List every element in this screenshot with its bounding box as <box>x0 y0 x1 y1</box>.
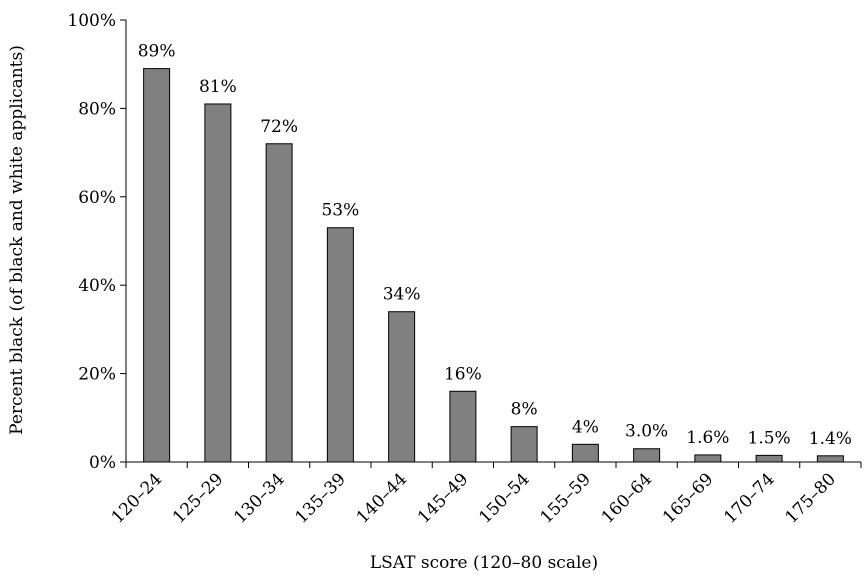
x-tick-label: 165–69 <box>659 469 717 527</box>
y-tick-label: 40% <box>78 276 116 296</box>
bar-155–59 <box>571 443 599 463</box>
y-tick-label: 0% <box>89 453 116 473</box>
x-tick-label: 155–59 <box>537 469 595 527</box>
data-label: 53% <box>321 201 359 221</box>
x-tick-label: 125–29 <box>169 469 227 527</box>
bar-150–54 <box>510 426 538 463</box>
x-tick-label: 170–74 <box>720 469 778 527</box>
data-label: 89% <box>138 42 176 62</box>
x-tick-label: 130–34 <box>230 469 288 527</box>
bar-120–24 <box>143 68 171 463</box>
x-tick-label: 145–49 <box>414 469 472 527</box>
data-label: 72% <box>260 117 298 137</box>
bar-170–74 <box>755 454 783 463</box>
x-tick-label: 175–80 <box>782 469 840 527</box>
bars <box>143 68 844 463</box>
data-label: 3.0% <box>625 422 668 442</box>
bar-135–39 <box>326 227 354 463</box>
x-tick-label: 135–39 <box>292 469 350 527</box>
x-tick-label: 120–24 <box>108 469 166 527</box>
bar-175–80 <box>816 455 844 463</box>
bar-165–69 <box>694 454 722 463</box>
x-tick-label: 160–64 <box>598 469 656 527</box>
y-tick-label: 20% <box>78 365 116 385</box>
data-label: 8% <box>511 400 538 420</box>
y-tick-label: 60% <box>78 188 116 208</box>
x-axis-title: LSAT score (120–80 scale) <box>370 553 598 573</box>
bar-125–29 <box>204 103 232 463</box>
y-axis-title: Percent black (of black and white applic… <box>7 45 27 435</box>
bar-145–49 <box>449 390 477 463</box>
y-tick-label: 80% <box>78 99 116 119</box>
bar-140–44 <box>388 311 416 463</box>
y-axis: 0% 20% 40% 60% 80% 100% <box>67 11 127 473</box>
data-label: 34% <box>383 285 421 305</box>
x-tick-label: 150–54 <box>475 469 533 527</box>
data-label: 1.6% <box>686 428 729 448</box>
data-label: 4% <box>572 417 599 437</box>
x-tick-label: 140–44 <box>353 469 411 527</box>
data-label: 1.5% <box>748 428 791 448</box>
data-label: 1.4% <box>809 429 852 449</box>
data-label: 16% <box>444 364 482 384</box>
data-label: 81% <box>199 77 237 97</box>
y-tick-label: 100% <box>67 11 116 31</box>
x-axis: 120–24 125–29 130–34 135–39 140–44 145–49 150–… <box>108 461 862 528</box>
bar-130–34 <box>265 143 293 463</box>
data-labels: 89% 81% 72% 53% 34% 16% 8% 4% 3.0% 1.6% 1.5% 1.4% <box>138 42 852 449</box>
bar-160–64 <box>633 448 661 463</box>
